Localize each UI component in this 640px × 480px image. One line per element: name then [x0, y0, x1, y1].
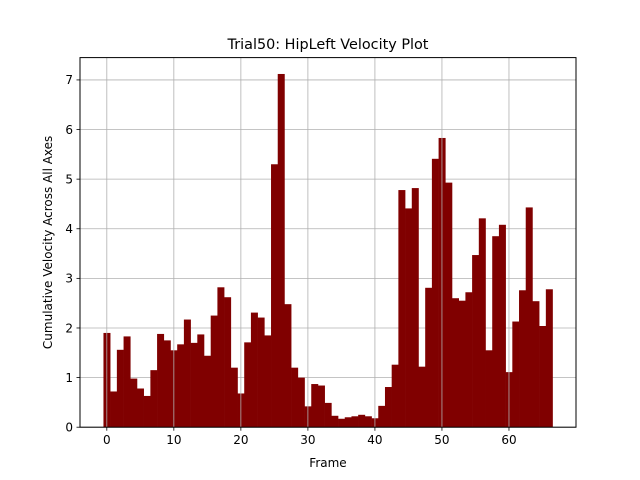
bar [411, 188, 419, 428]
bar [224, 297, 232, 428]
x-axis-label: Frame [309, 456, 346, 470]
y-axis-label: Cumulative Velocity Across All Axes [41, 136, 55, 349]
bar [130, 378, 138, 428]
bar [311, 384, 319, 428]
bar [210, 315, 218, 428]
bar [472, 255, 480, 428]
bar [338, 418, 346, 428]
bar [136, 388, 144, 428]
bar [351, 416, 359, 428]
bar [525, 207, 533, 428]
bar [445, 182, 453, 428]
bar [143, 395, 151, 428]
y-tick-label: 1 [65, 371, 73, 385]
bar [364, 416, 372, 428]
bar [452, 298, 460, 428]
bar [519, 290, 527, 428]
bar [478, 218, 486, 428]
bar [425, 287, 433, 428]
bar [384, 387, 392, 428]
bar [150, 370, 158, 428]
bar [157, 333, 165, 428]
bar [391, 364, 399, 428]
bar [257, 317, 265, 428]
bar [123, 336, 131, 428]
bar [250, 312, 258, 428]
chart-title: Trial50: HipLeft Velocity Plot [227, 37, 429, 53]
bar [297, 377, 305, 428]
y-tick-label: 5 [65, 172, 73, 186]
bar [183, 319, 191, 428]
y-tick-label: 2 [65, 321, 73, 335]
x-tick-label: 30 [300, 433, 315, 447]
bar [163, 340, 171, 428]
x-tick-label: 10 [166, 433, 181, 447]
plot-frame [79, 57, 577, 428]
bar [271, 164, 279, 428]
bar [177, 344, 185, 428]
bar [190, 342, 198, 428]
x-tick-label: 0 [103, 433, 111, 447]
y-tick-label: 4 [65, 222, 73, 236]
y-tick-label: 3 [65, 272, 73, 286]
bar [492, 236, 500, 428]
x-tick-label: 40 [367, 433, 382, 447]
bar [545, 289, 553, 428]
bar [431, 158, 439, 428]
bar [197, 334, 205, 428]
bar [217, 287, 225, 428]
x-tick-label: 60 [501, 433, 516, 447]
bar [230, 367, 238, 428]
bar [498, 224, 506, 428]
bar [244, 342, 252, 428]
bar [465, 292, 473, 428]
x-grid-over-bars [106, 57, 510, 428]
bar [110, 391, 118, 428]
bar [532, 301, 540, 428]
bar [277, 73, 285, 428]
bar [291, 367, 299, 428]
bar [331, 415, 339, 428]
bar [344, 417, 352, 428]
bar [204, 355, 212, 428]
bar [317, 385, 325, 428]
bar [284, 304, 292, 428]
bar [512, 321, 520, 428]
bar [324, 402, 332, 428]
axis-ticks: 0 10 20 30 40 50 60 0 1 2 3 4 5 6 7 [65, 73, 516, 447]
y-tick-label: 6 [65, 123, 73, 137]
y-tick-label: 7 [65, 73, 73, 87]
bar [539, 325, 547, 428]
bar [378, 405, 386, 428]
bar [264, 335, 272, 428]
bar [485, 350, 493, 428]
x-tick-label: 50 [434, 433, 449, 447]
bar [116, 349, 124, 428]
bar [418, 366, 426, 428]
bar [458, 300, 466, 428]
x-tick-label: 20 [233, 433, 248, 447]
bar [358, 414, 366, 428]
bar [405, 208, 413, 428]
bar [398, 190, 406, 428]
y-tick-label: 0 [65, 421, 73, 435]
